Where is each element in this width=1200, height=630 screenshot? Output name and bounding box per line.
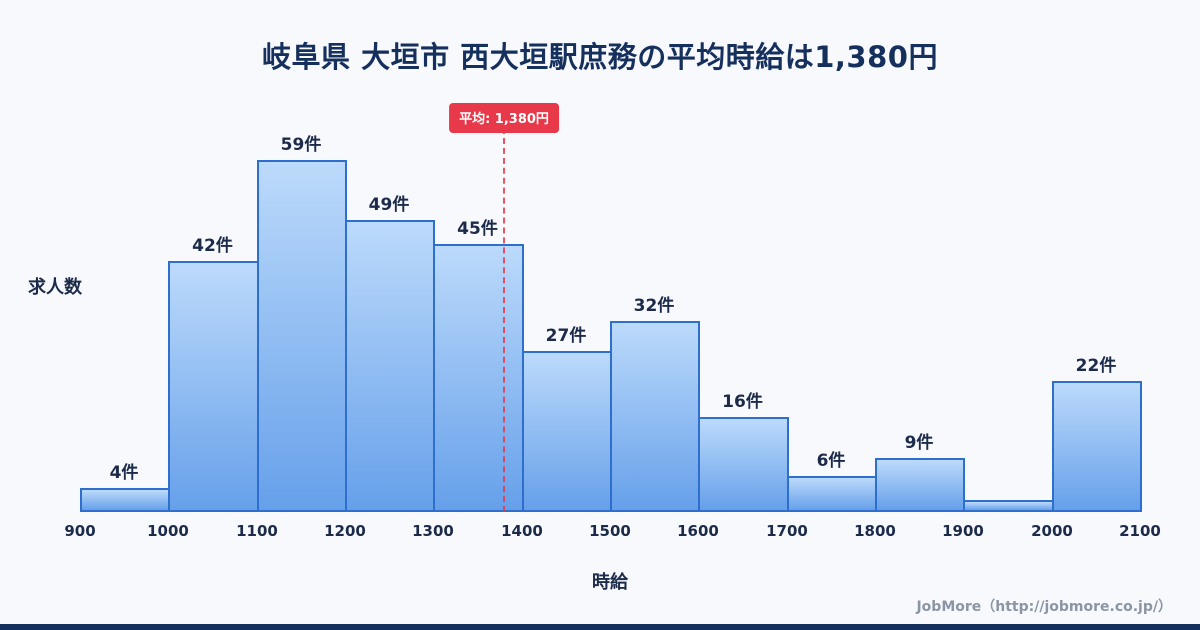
histogram-bar xyxy=(345,220,435,512)
x-tick-label: 2000 xyxy=(1031,522,1073,540)
histogram-bar xyxy=(963,500,1054,512)
x-tick-label: 1400 xyxy=(501,522,543,540)
average-line xyxy=(503,128,505,512)
histogram-bar xyxy=(257,160,347,512)
bar-value-label: 49件 xyxy=(368,195,410,215)
x-tick-label: 1100 xyxy=(236,522,278,540)
x-tick-label: 1500 xyxy=(589,522,631,540)
bar-value-label: 22件 xyxy=(1075,356,1117,376)
x-tick-label: 1300 xyxy=(412,522,454,540)
histogram-bar xyxy=(168,261,259,512)
bar-value-label: 4件 xyxy=(109,463,139,483)
bar-value-label: 6件 xyxy=(816,451,846,471)
histogram-bar xyxy=(875,458,965,512)
histogram-bar xyxy=(80,488,170,512)
bar-value-label: 9件 xyxy=(904,433,934,453)
average-badge: 平均: 1,380円 xyxy=(449,103,559,133)
bar-value-label: 32件 xyxy=(633,296,675,316)
histogram-bar xyxy=(610,321,700,512)
x-tick-label: 1600 xyxy=(677,522,719,540)
x-tick-label: 2100 xyxy=(1119,522,1161,540)
histogram-bar xyxy=(1052,381,1142,512)
x-tick-label: 1800 xyxy=(854,522,896,540)
bar-value-label: 59件 xyxy=(280,135,322,155)
x-tick-label: 1700 xyxy=(766,522,808,540)
chart-title: 岐阜県 大垣市 西大垣駅庶務の平均時給は1,380円 xyxy=(262,40,938,74)
bar-value-label: 42件 xyxy=(192,236,233,256)
x-tick-label: 1000 xyxy=(147,522,189,540)
x-tick-label: 1200 xyxy=(324,522,366,540)
x-tick-label: 900 xyxy=(64,522,96,540)
x-tick-label: 1900 xyxy=(942,522,984,540)
bottom-accent-bar xyxy=(0,624,1200,630)
bar-value-label: 45件 xyxy=(457,219,498,239)
histogram-bar xyxy=(698,417,789,512)
histogram-bar xyxy=(787,476,877,512)
histogram-bar xyxy=(522,351,612,512)
bar-value-label: 16件 xyxy=(722,392,763,412)
footer-credit: JobMore（http://jobmore.co.jp/） xyxy=(916,599,1172,615)
y-axis-label: 求人数 xyxy=(28,277,82,298)
x-axis-label: 時給 xyxy=(592,572,628,593)
histogram-bar xyxy=(433,244,524,512)
bar-value-label: 27件 xyxy=(545,326,587,346)
